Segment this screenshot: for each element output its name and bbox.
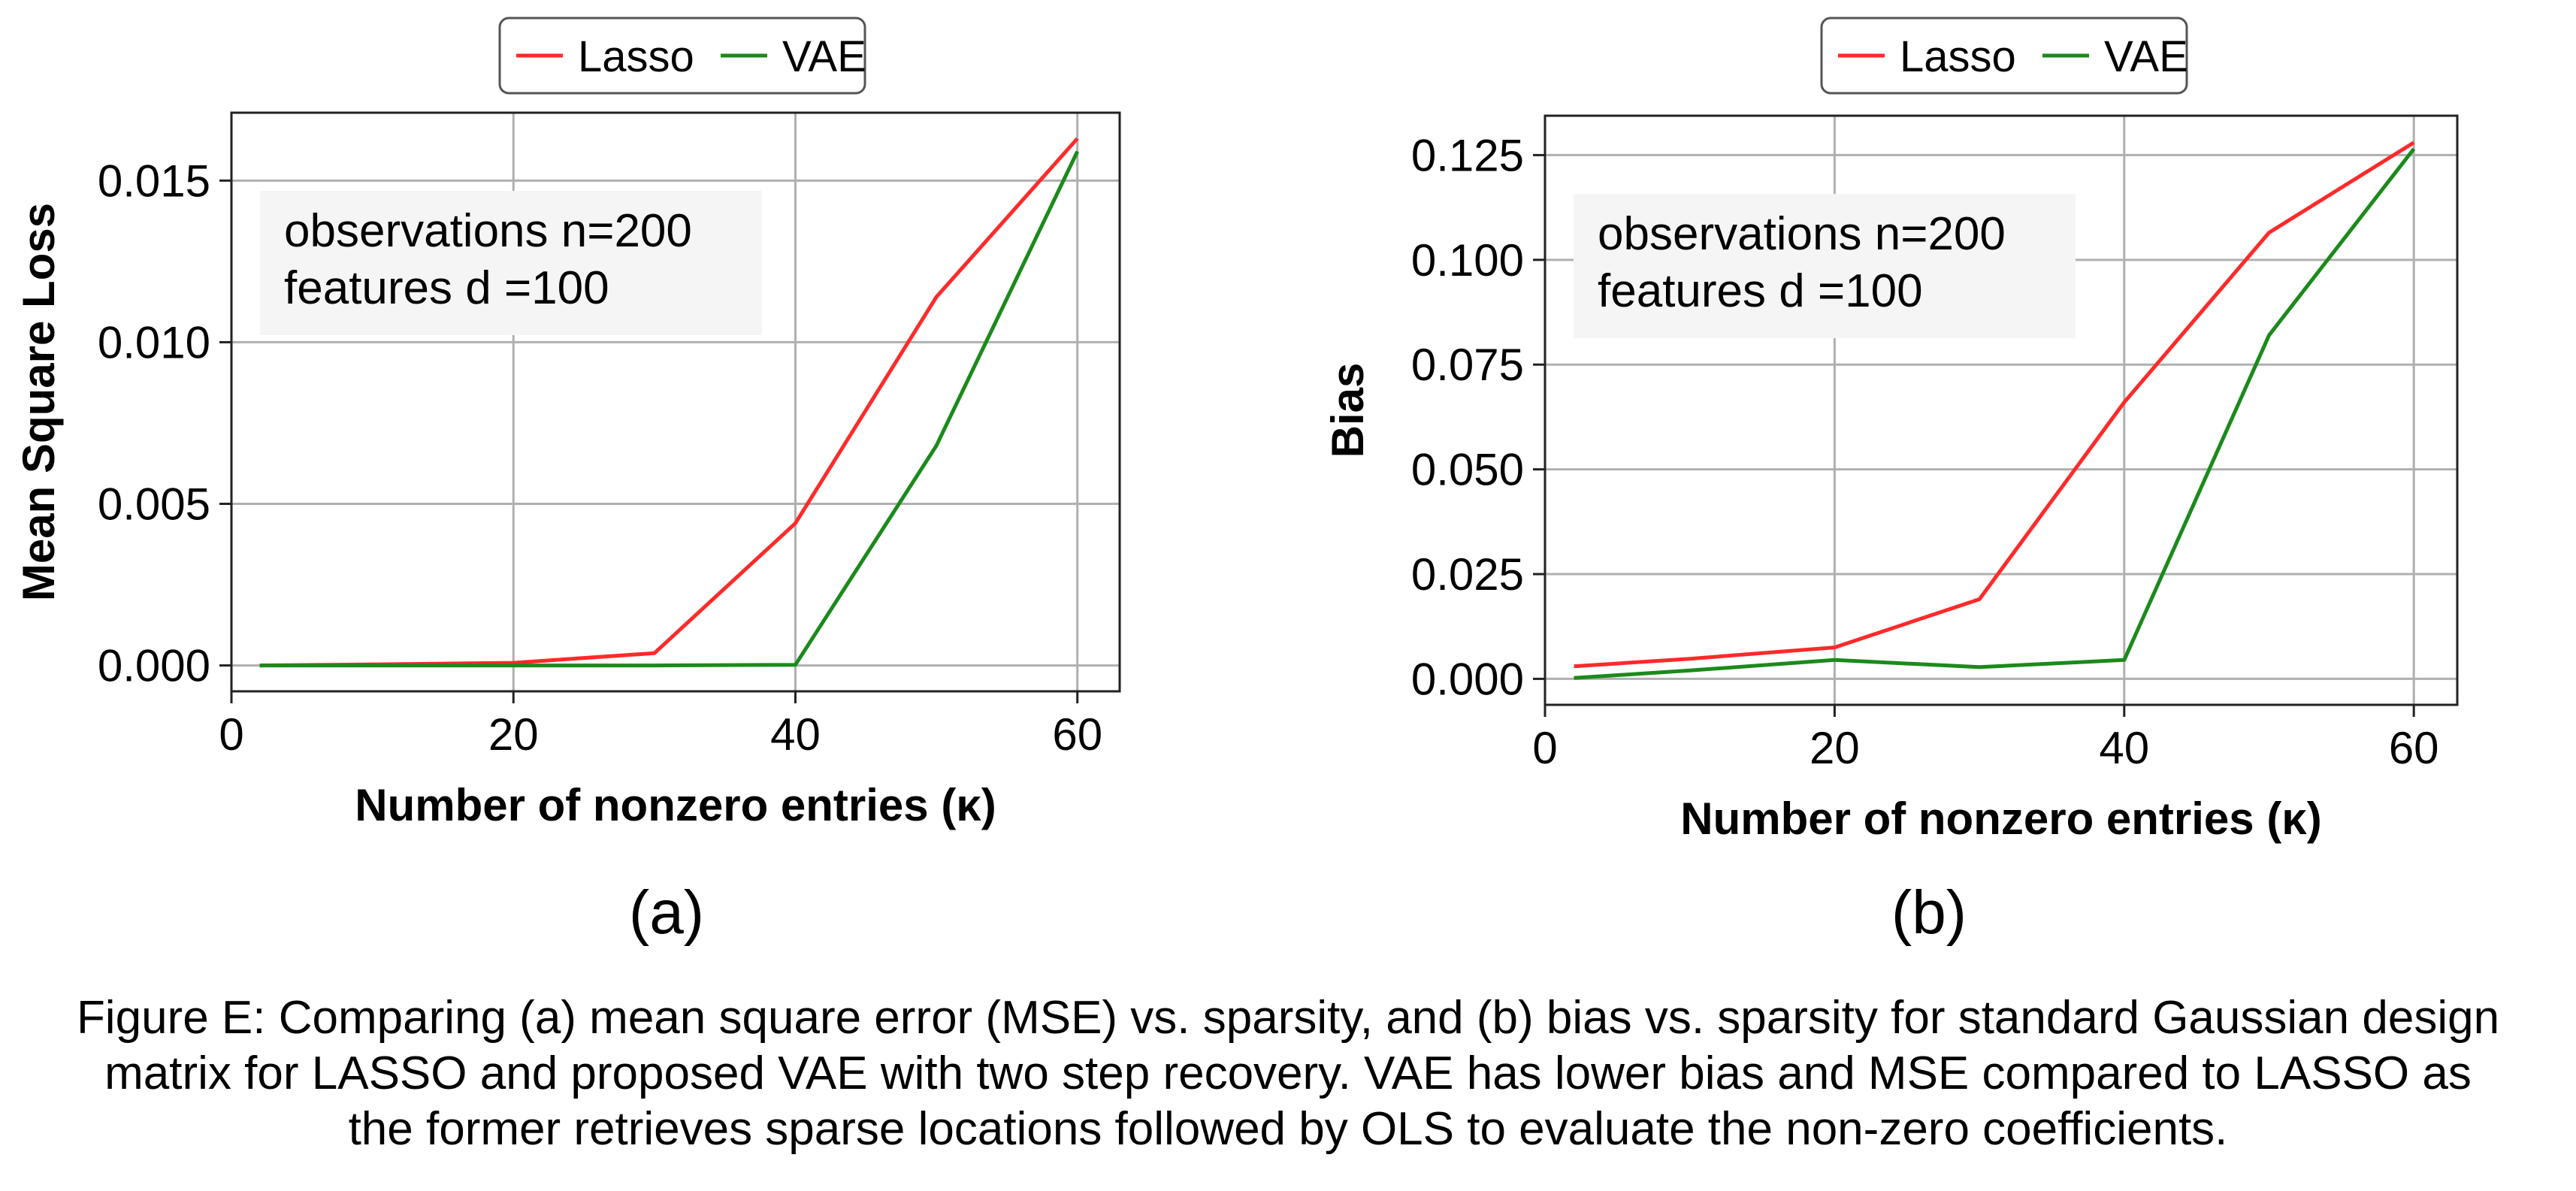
annotation-line-features: features d =100 <box>284 262 609 314</box>
legend-label-vae: VAE <box>2104 32 2188 81</box>
annotation-line-observations: observations n=200 <box>1598 208 2006 260</box>
caption-line: Figure E: Comparing (a) mean square erro… <box>76 992 2500 1044</box>
y-axis-label: Bias <box>1323 363 1373 458</box>
figure-caption: Figure E: Comparing (a) mean square erro… <box>15 990 2561 1157</box>
x-tick-label: 40 <box>770 709 821 760</box>
caption-line: the former retrieves sparse locations fo… <box>348 1103 2228 1155</box>
y-tick-label: 0.005 <box>98 479 210 530</box>
x-tick-label: 60 <box>1052 709 1102 760</box>
y-tick-label: 0.025 <box>1411 549 1524 600</box>
legend: Lasso VAE <box>498 17 866 95</box>
annotation-box <box>260 191 762 335</box>
plot-frame <box>1543 114 2459 706</box>
plot-frame <box>230 111 1121 693</box>
legend-box <box>498 17 866 95</box>
x-tick-label: 0 <box>1532 723 1557 773</box>
series-line-vae <box>259 150 1079 668</box>
annotation-line-features: features d =100 <box>1598 265 1923 317</box>
x-tick-label: 20 <box>488 709 539 760</box>
subplot-label-a: (a) <box>628 878 705 947</box>
y-tick-label: 0.015 <box>98 156 210 206</box>
subplot-label-b: (b) <box>1891 878 1967 947</box>
x-tick-label: 40 <box>2099 723 2149 773</box>
x-axis-label: Number of nonzero entries (κ) <box>355 780 996 830</box>
y-axis-label: Mean Square Loss <box>14 203 64 601</box>
series-line-vae <box>1574 147 2416 680</box>
y-tick-label: 0.050 <box>1411 445 1524 495</box>
x-axis-label: Number of nonzero entries (κ) <box>1680 793 2322 844</box>
legend-label-lasso: Lasso <box>1900 32 2016 81</box>
legend-label-vae: VAE <box>782 32 866 81</box>
y-tick-label: 0.010 <box>98 317 210 367</box>
x-tick-label: 20 <box>1810 723 1860 773</box>
annotation-line-observations: observations n=200 <box>284 205 692 257</box>
caption-line: matrix for LASSO and proposed VAE with t… <box>104 1047 2472 1099</box>
annotation-box <box>1574 194 2076 338</box>
x-tick-label: 0 <box>219 709 243 760</box>
x-tick-label: 60 <box>2389 723 2439 773</box>
y-tick-label: 0.000 <box>98 641 210 691</box>
legend-box <box>1820 17 2188 95</box>
y-tick-label: 0.000 <box>1411 654 1524 704</box>
y-tick-label: 0.125 <box>1411 130 1524 180</box>
series-line-lasso <box>1574 141 2415 669</box>
y-tick-label: 0.100 <box>1411 235 1524 286</box>
y-tick-label: 0.075 <box>1411 340 1524 390</box>
legend-label-lasso: Lasso <box>578 32 694 81</box>
legend: Lasso VAE <box>1820 17 2188 95</box>
